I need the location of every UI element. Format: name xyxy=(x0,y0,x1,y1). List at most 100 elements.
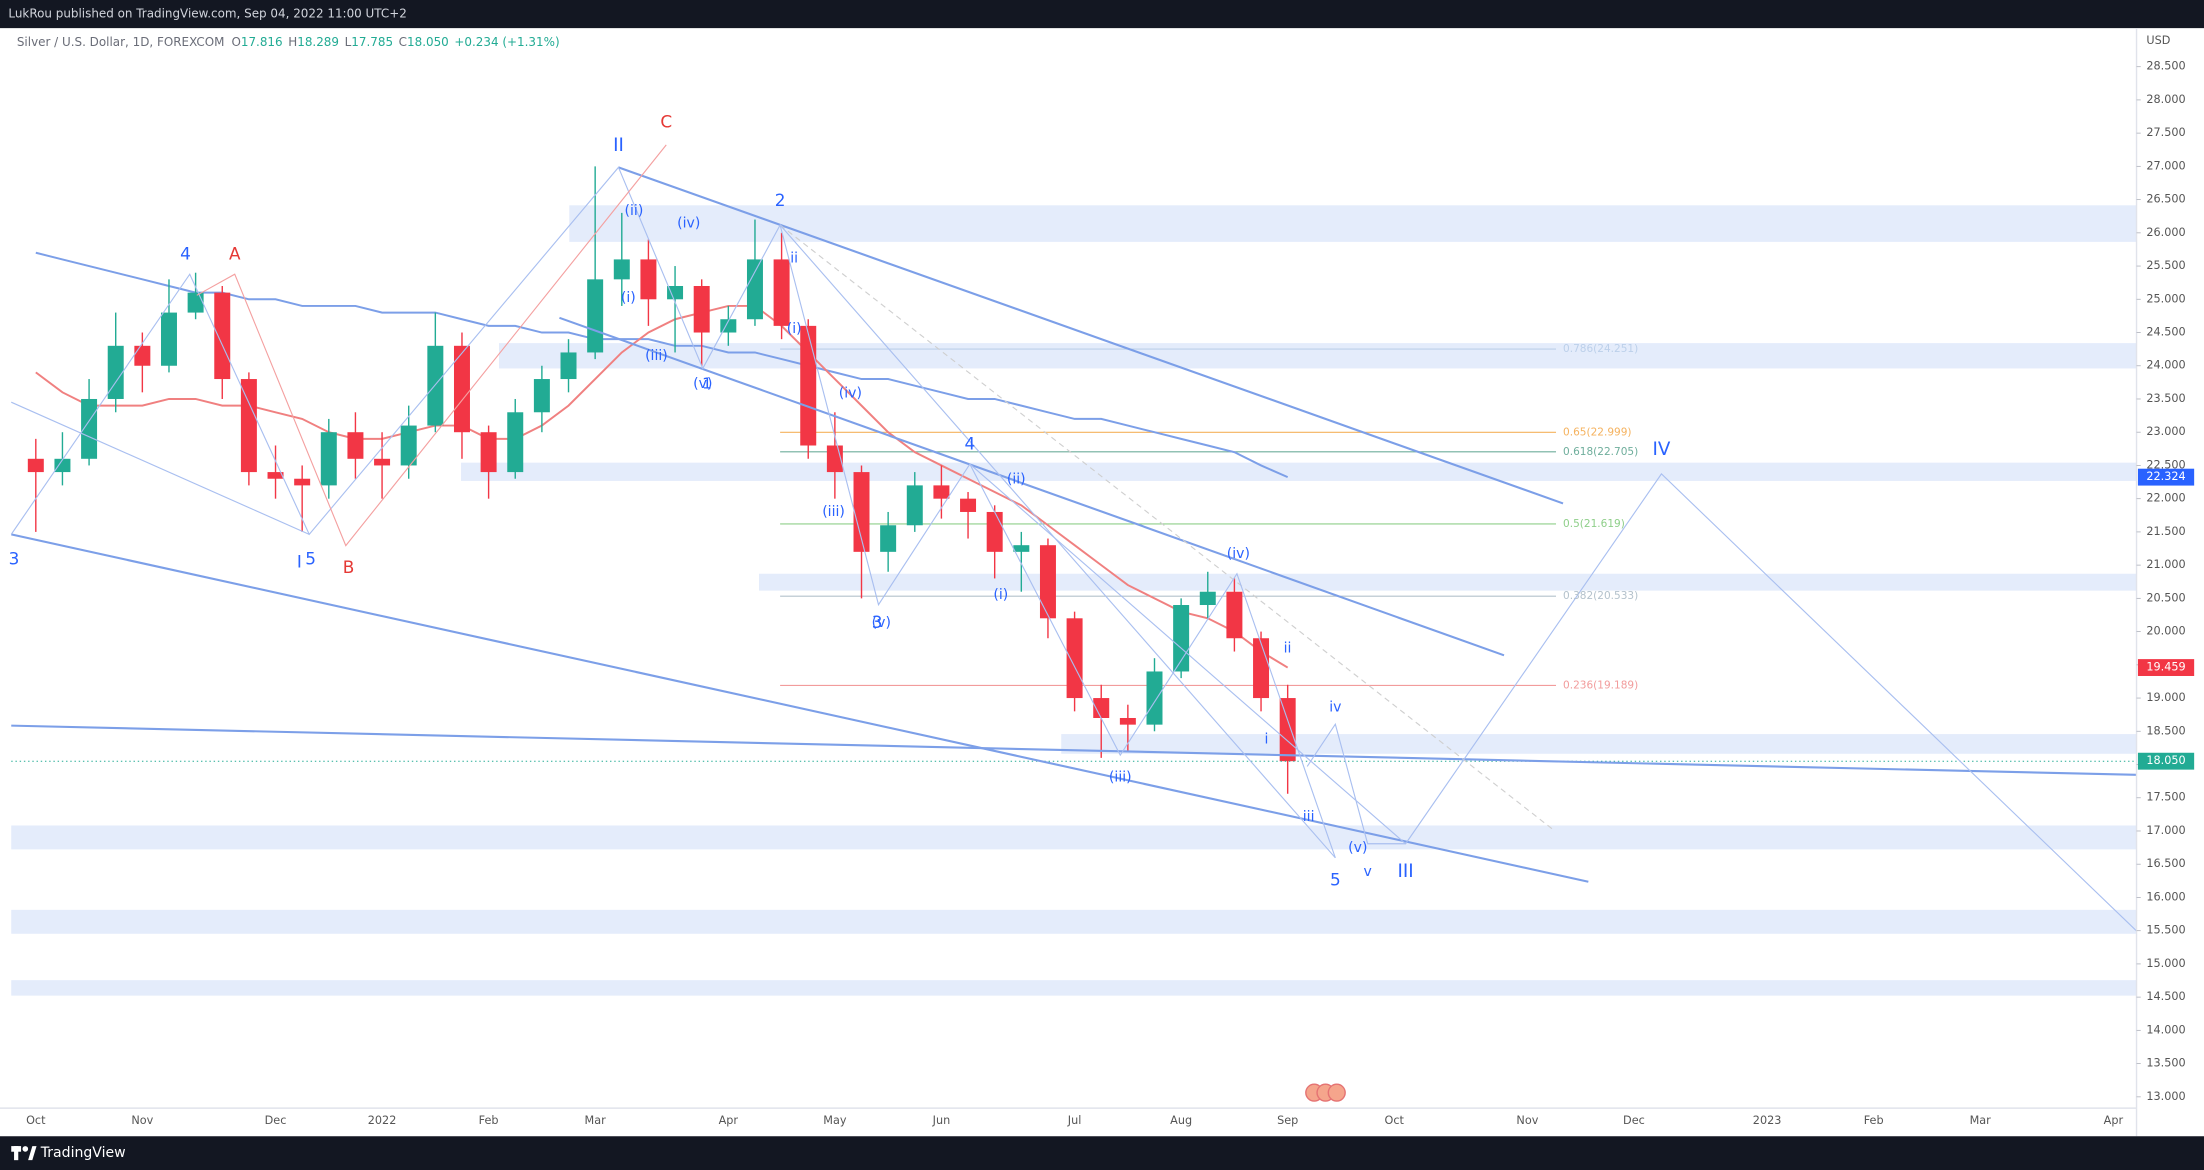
candle-body xyxy=(1226,591,1243,639)
candle-body xyxy=(480,432,497,473)
wave-label: ii xyxy=(1284,640,1292,656)
candle-body xyxy=(81,398,98,459)
wave-label: v xyxy=(1363,864,1371,880)
candle-body xyxy=(1093,698,1110,718)
wave-label: I xyxy=(297,551,302,571)
y-tick-label: 14.000 xyxy=(2146,1023,2185,1036)
wave-label: ii xyxy=(790,251,798,267)
candle-body xyxy=(240,379,257,473)
y-tick-label: 20.000 xyxy=(2146,625,2185,638)
candle-body xyxy=(986,511,1003,552)
y-tick-label: 15.500 xyxy=(2146,924,2185,937)
candle-body xyxy=(773,259,790,326)
zone xyxy=(498,343,2137,369)
y-tick-label: 27.500 xyxy=(2146,126,2185,139)
candle-body xyxy=(134,345,151,366)
y-tick-label: 20.500 xyxy=(2146,591,2185,604)
wave-label: iv xyxy=(1329,699,1341,715)
y-tick-label: 18.500 xyxy=(2146,724,2185,737)
zone xyxy=(569,205,2137,242)
x-tick-label: Apr xyxy=(719,1114,739,1127)
x-tick-label: Mar xyxy=(585,1114,607,1127)
y-tick-label: 23.500 xyxy=(2146,392,2185,405)
y-tick-label: 26.500 xyxy=(2146,193,2185,206)
channel-line xyxy=(779,224,1336,859)
y-tick-label: 26.000 xyxy=(2146,226,2185,239)
field-value: 17.785 xyxy=(351,35,393,49)
x-tick-label: Dec xyxy=(1623,1114,1645,1127)
y-tick-label: 16.500 xyxy=(2146,857,2185,870)
y-tick-label: 28.000 xyxy=(2146,93,2185,106)
publisher: LukRou published on TradingView.com, Sep… xyxy=(8,7,406,21)
candle-body xyxy=(667,285,684,300)
wave-label: 4 xyxy=(965,433,976,453)
candle-body xyxy=(560,352,577,380)
wave-label: C xyxy=(660,111,672,131)
wave-label: 3 xyxy=(9,549,20,569)
wave-label: (ii) xyxy=(625,203,644,219)
price-tag-label: 19.459 xyxy=(2146,661,2185,674)
price-tag xyxy=(2137,468,2195,486)
candle-body xyxy=(746,259,763,320)
x-tick-label: 2023 xyxy=(1753,1114,1782,1127)
price-tag-label: 22.324 xyxy=(2146,470,2185,483)
fib-label: 0.618(22.705) xyxy=(1563,446,1638,458)
candle-body xyxy=(507,412,524,473)
change: +0.234 (+1.31%) xyxy=(454,35,559,49)
wave-label: IV xyxy=(1652,439,1670,460)
wave-label: 1 xyxy=(702,374,712,392)
y-tick-label: 22.000 xyxy=(2146,492,2185,505)
zones xyxy=(11,205,2137,996)
wave-label: (i) xyxy=(993,587,1008,603)
field-value: 18.050 xyxy=(407,35,449,49)
fib-label: 0.236(19.189) xyxy=(1563,679,1638,691)
drawings xyxy=(10,144,2137,932)
wave-label: (iii) xyxy=(645,348,668,364)
wave-label: (iv) xyxy=(677,216,700,232)
x-tick-label: Aug xyxy=(1170,1114,1192,1127)
candle-body xyxy=(1146,671,1163,725)
zone xyxy=(759,573,2137,591)
candle-body xyxy=(1039,545,1056,619)
x-tick-label: 2022 xyxy=(368,1114,397,1127)
y-tick-label: 24.500 xyxy=(2146,326,2185,339)
candle-body xyxy=(1119,717,1136,725)
x-tick-label: Feb xyxy=(1864,1114,1884,1127)
candle-body xyxy=(187,292,204,313)
wave-label: (v) xyxy=(1348,840,1367,856)
price-tag-label: 18.050 xyxy=(2146,754,2185,767)
brand-logo xyxy=(11,1146,37,1161)
x-tick-label: Oct xyxy=(26,1114,46,1127)
y-tick-label: 21.500 xyxy=(2146,525,2185,538)
wave-label: (i) xyxy=(787,321,802,337)
y-tick-label: 25.000 xyxy=(2146,292,2185,305)
wave-label: iii xyxy=(1303,809,1315,825)
zone xyxy=(11,909,2137,934)
x-tick-label: Mar xyxy=(1970,1114,1992,1127)
candle-body xyxy=(853,472,870,552)
y-tick-label: 22.500 xyxy=(2146,458,2185,471)
y-tick-label: 13.500 xyxy=(2146,1057,2185,1070)
y-tick-label: 17.500 xyxy=(2146,791,2185,804)
candle-body xyxy=(347,432,364,459)
candle-body xyxy=(374,458,391,466)
candle-body xyxy=(1279,698,1296,762)
candle-body xyxy=(54,458,71,473)
x-tick-label: May xyxy=(823,1114,847,1127)
candle-body xyxy=(1013,545,1030,552)
candle-body xyxy=(107,345,124,399)
logo-part xyxy=(28,1146,37,1161)
zone xyxy=(11,980,2137,996)
field-key: O xyxy=(231,35,240,49)
wave-label: (i) xyxy=(621,290,636,306)
y-tick-label: 16.000 xyxy=(2146,890,2185,903)
field-key: L xyxy=(345,35,352,49)
candle-body xyxy=(1199,591,1216,606)
wave-label: 5 xyxy=(1330,869,1341,889)
forecast-path xyxy=(1306,473,2137,932)
candle-body xyxy=(640,259,657,300)
candle-body xyxy=(960,498,977,512)
candle-body xyxy=(933,485,950,499)
